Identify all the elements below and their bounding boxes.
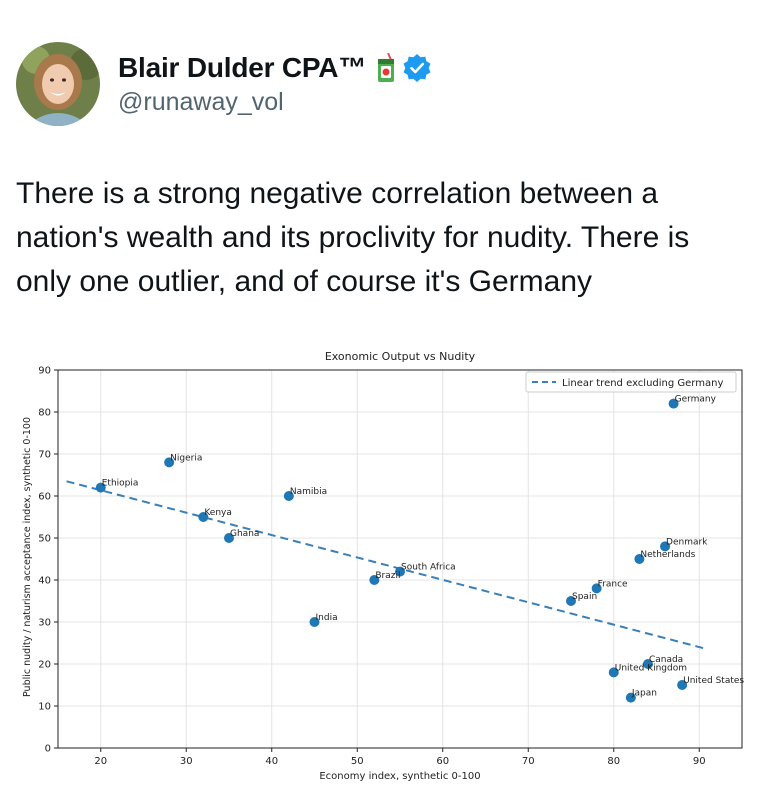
verified-badge-icon[interactable]	[402, 53, 432, 83]
legend: Linear trend excluding Germany	[525, 371, 737, 393]
data-point-denmark	[660, 541, 671, 552]
point-label: France	[598, 579, 628, 589]
point-label: Brazil	[375, 571, 400, 581]
point-label: Germany	[675, 395, 717, 405]
point-label: Canada	[649, 655, 683, 665]
data-point-japan	[625, 692, 636, 703]
point-label: Nigeria	[170, 453, 202, 463]
name-row: Blair Dulder CPA™	[118, 48, 432, 88]
data-point-ethiopia	[95, 482, 106, 493]
y-tick-label: 20	[38, 660, 51, 671]
avatar-portrait-icon	[16, 42, 100, 126]
trend-line	[66, 480, 709, 651]
data-point-ghana	[224, 533, 234, 543]
data-point-canada	[642, 659, 653, 669]
data-point-india	[309, 617, 320, 627]
y-tick-label: 90	[38, 366, 51, 377]
data-point-france	[591, 583, 602, 594]
point-label: South Africa	[401, 563, 456, 573]
data-point-spain	[566, 596, 576, 606]
data-point-netherlands	[634, 554, 645, 564]
x-tick-label: 80	[607, 756, 620, 767]
point-label: Kenya	[204, 508, 232, 518]
data-point-namibia	[283, 491, 294, 501]
x-tick-label: 50	[351, 756, 364, 767]
y-tick-label: 10	[38, 702, 51, 713]
chart-image[interactable]: 20 30 40 50 60 70 80 90 0 10 20 30 40 50 60 70 80 90 Ethi…	[0, 340, 768, 804]
y-tick-label: 80	[38, 408, 51, 419]
x-tick-label: 90	[693, 756, 706, 767]
x-tick-label: 70	[522, 756, 535, 767]
data-point-united-states	[677, 680, 688, 690]
point-label: Denmark	[666, 537, 708, 547]
data-point-south-africa	[395, 566, 405, 577]
y-tick-label: 0	[45, 744, 51, 755]
y-tick-label: 40	[38, 576, 51, 587]
data-point-united-kingdom	[608, 667, 619, 678]
point-label: Ethiopia	[102, 479, 139, 489]
chart-title: Exonomic Output vs Nudity	[325, 350, 476, 363]
y-tick-label: 30	[38, 618, 51, 629]
data-point-brazil	[369, 575, 380, 585]
data-point-nigeria	[164, 457, 175, 468]
y-tick-label: 70	[38, 450, 51, 461]
point-label: United States	[683, 676, 744, 686]
point-label: Namibia	[290, 487, 327, 497]
y-tick-label: 50	[38, 534, 51, 545]
point-label: Ghana	[230, 529, 259, 539]
point-label: Japan	[631, 689, 657, 699]
point-label: United Kingdom	[615, 663, 687, 673]
scatter-chart: 20 30 40 50 60 70 80 90 0 10 20 30 40 50 60 70 80 90 Ethi…	[0, 340, 768, 804]
x-tick-label: 20	[94, 756, 107, 767]
juice-box-icon	[376, 52, 396, 83]
display-name[interactable]: Blair Dulder CPA™	[118, 52, 367, 83]
avatar[interactable]	[16, 42, 100, 126]
legend-entry: Linear trend excluding Germany	[562, 378, 723, 389]
x-axis-label: Economy index, synthetic 0-100	[319, 771, 480, 782]
data-point-kenya	[198, 512, 209, 522]
point-label: India	[316, 613, 338, 623]
x-tick-label: 40	[265, 756, 278, 767]
x-tick-label: 30	[180, 756, 193, 767]
user-handle[interactable]: @runaway_vol	[118, 88, 284, 116]
y-axis-label: Public nudity / naturism acceptance inde…	[22, 417, 33, 697]
tweet-text: There is a strong negative correlation b…	[16, 177, 690, 298]
data-point-germany	[668, 398, 679, 409]
y-tick-label: 60	[38, 492, 51, 503]
point-label: Netherlands	[640, 550, 695, 560]
point-label: Spain	[572, 592, 597, 602]
x-tick-label: 60	[436, 756, 449, 767]
